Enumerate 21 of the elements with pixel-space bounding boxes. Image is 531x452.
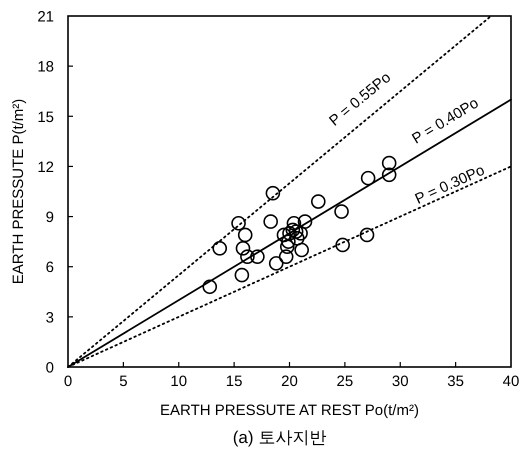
series-label: P = 0.30Po bbox=[412, 162, 488, 208]
y-axis-title: EARTH PRESSUTE P(t/m²) bbox=[10, 98, 27, 284]
y-tick-label: 15 bbox=[37, 108, 54, 126]
x-tick-label: 25 bbox=[336, 373, 354, 390]
x-axis-title: EARTH PRESSUTE AT REST Po(t/m²) bbox=[160, 402, 419, 419]
y-tick-label: 9 bbox=[46, 209, 54, 226]
y-tick-label: 0 bbox=[46, 360, 54, 376]
x-tick-label: 35 bbox=[447, 373, 464, 390]
x-tick-label: 40 bbox=[502, 373, 520, 390]
caption: (a) 토사지반 bbox=[232, 428, 326, 447]
x-tick-label: 5 bbox=[119, 373, 128, 390]
y-tick-label: 21 bbox=[37, 8, 54, 26]
y-tick-label: 3 bbox=[46, 309, 54, 326]
x-tick-label: 30 bbox=[392, 373, 409, 390]
y-tick-label: 6 bbox=[46, 259, 54, 276]
y-tick-label: 12 bbox=[37, 158, 54, 176]
x-tick-label: 20 bbox=[281, 373, 298, 390]
x-tick-label: 15 bbox=[226, 373, 242, 390]
x-tick-label: 10 bbox=[170, 373, 188, 390]
x-tick-label: 0 bbox=[64, 373, 72, 390]
y-tick-label: 18 bbox=[37, 58, 54, 76]
